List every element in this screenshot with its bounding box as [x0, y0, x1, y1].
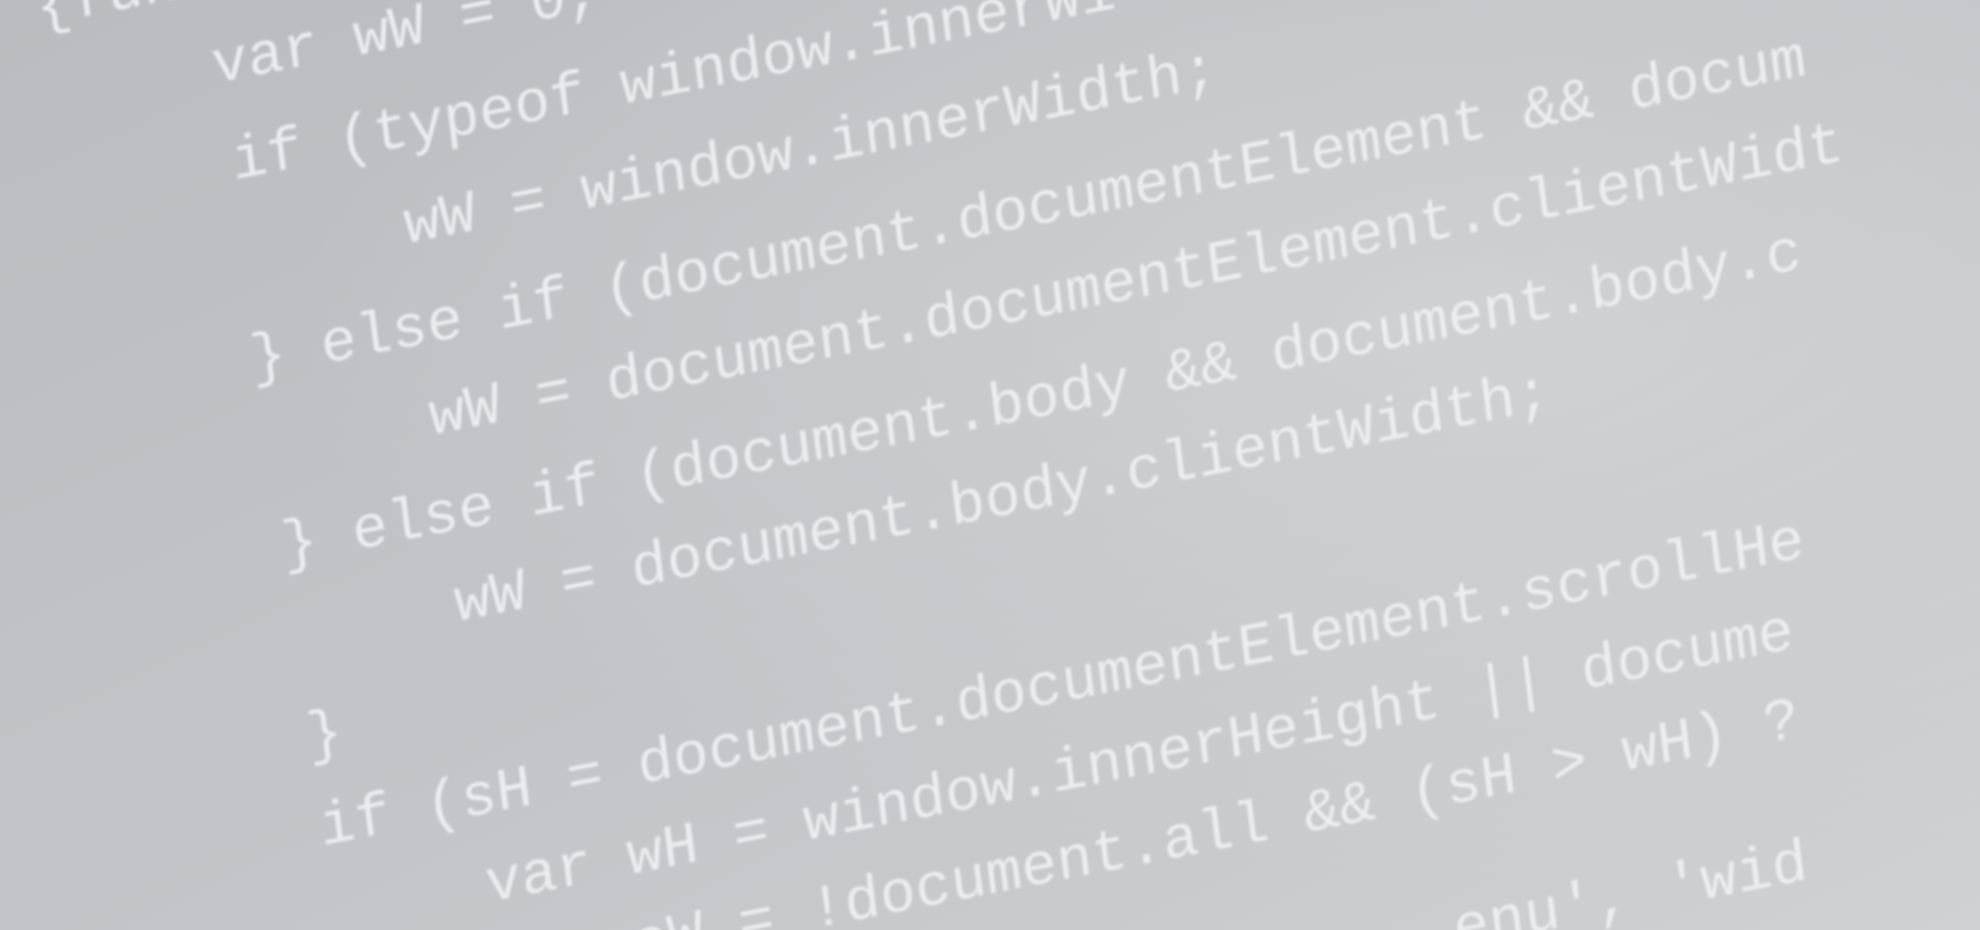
code-line: } — [303, 699, 347, 773]
